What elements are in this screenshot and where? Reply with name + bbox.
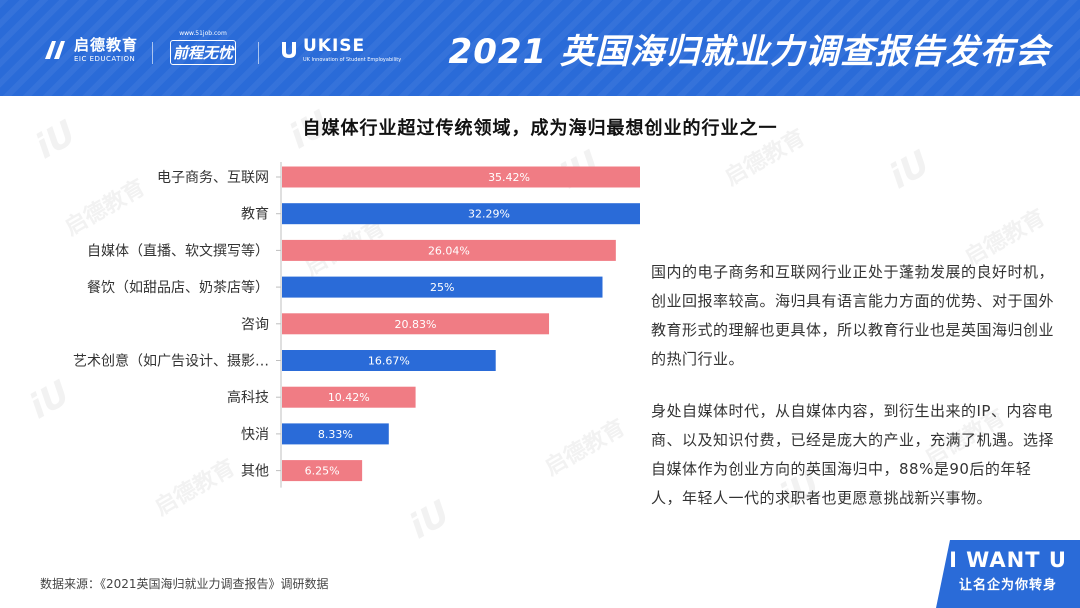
51job-logo: www.51job.com 前程无忧 [170,30,236,70]
category-label: 其他 [241,464,269,480]
badge-title: I WANT U [949,548,1067,572]
category-label: 高科技 [227,389,269,406]
ukise-logo: UKISE UK Innovation of Student Employabi… [280,30,401,70]
value-label: 26.04% [428,244,470,257]
value-label: 32.29% [468,208,510,221]
bar [282,239,616,261]
value-label: 25% [430,281,454,294]
eic-logo-icon [45,41,65,59]
ukise-logo-subtext: UK Innovation of Student Employability [303,56,402,63]
ukise-logo-icon [282,42,296,58]
logo-divider [258,42,259,64]
i-want-u-badge: I WANT U 让名企为你转身 [936,540,1080,608]
category-label: 自媒体（直播、软文撰写等） [87,242,269,259]
eic-logo-cn: 启德教育 [74,35,139,54]
bar [282,203,640,225]
51job-url: www.51job.com [179,30,227,37]
category-label: 咨询 [241,317,269,333]
category-label: 快消 [241,427,269,443]
analysis-paragraph-2: 身处自媒体时代，从自媒体内容，到衍生出来的IP、内容电商、以及知识付费，已经是庞… [651,402,1055,507]
bar [282,423,389,445]
bar [282,386,416,408]
bar-chart: 电子商务、互联网 35.42% 教育 32.29% 自媒体（直播、软文撰写等） 26.04… [73,162,640,488]
data-source-note: 数据来源：《2021英国海归就业力调查报告》调研数据 [40,577,329,591]
page-title: 2021 英国海归就业力调查报告发布会 [448,32,1050,72]
51job-brand: 前程无忧 [170,40,236,65]
bar [282,350,496,371]
value-label: 20.83% [395,318,437,331]
value-label: 35.42% [488,171,530,184]
value-label: 8.33% [318,428,353,441]
badge-subtitle: 让名企为你转身 [958,578,1057,593]
category-label: 餐饮（如甜品店、奶茶店等） [87,279,269,296]
logo-divider [152,42,153,64]
header-banner: 启德教育 EIC EDUCATION www.51job.com 前程无忧 UK… [0,0,1080,96]
category-label: 电子商务、互联网 [157,170,269,186]
eic-logo-en: EIC EDUCATION [74,54,136,63]
chart-title: 自媒体行业超过传统领域，成为海归最想创业的行业之一 [302,118,778,139]
analysis-paragraph-1: 国内的电子商务和互联网行业正处于蓬勃发展的良好时机，创业回报率较高。海归具有语言… [651,263,1055,368]
ukise-logo-text: UKISE [303,35,366,56]
category-label: 教育 [241,207,269,223]
bar [282,166,640,188]
watermark-iu: iU [882,142,937,198]
category-label: 艺术创意（如广告设计、摄影… [73,353,269,370]
header-pattern [0,0,1080,96]
value-label: 16.67% [368,355,410,368]
value-label: 6.25% [305,465,340,478]
bar [282,313,550,335]
bar [282,276,603,298]
eic-logo: 启德教育 EIC EDUCATION [42,30,138,70]
value-label: 10.42% [328,391,370,404]
bar [282,460,363,482]
